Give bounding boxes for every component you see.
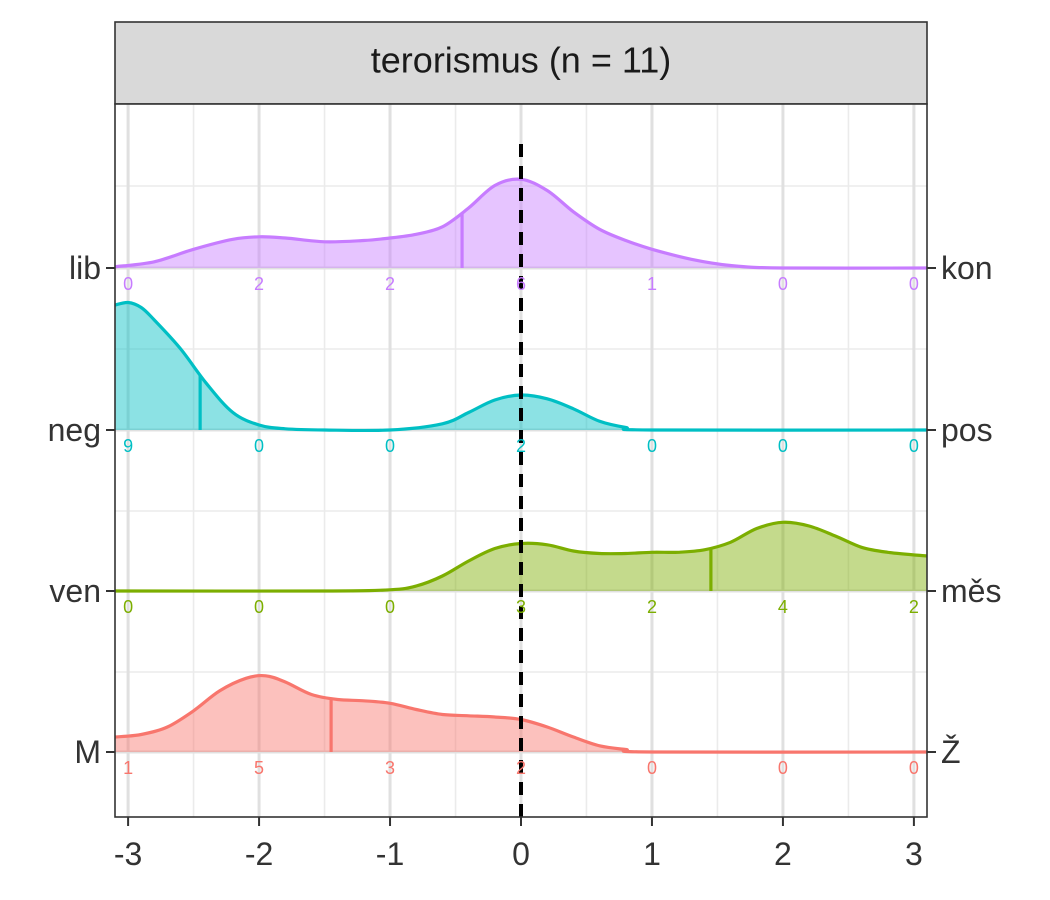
count-label: 2 (385, 274, 395, 294)
x-tick-label: -3 (114, 836, 142, 872)
count-label: 2 (647, 597, 657, 617)
facet-strip: terorismus (n = 11) (114, 21, 928, 105)
count-labels: 1 5 3 2 0 0 00 0 0 3 2 4 29 0 0 2 0 0 00 2 2 6 1 0 0 (123, 274, 919, 778)
y-label-left: M (74, 734, 101, 770)
count-label: 5 (254, 758, 264, 778)
x-tick-label: 1 (643, 836, 661, 872)
count-label: 0 (254, 597, 264, 617)
density-line-neg (114, 300, 928, 433)
count-label: 2 (909, 597, 919, 617)
count-label: 1 (123, 758, 133, 778)
count-label: 0 (909, 436, 919, 456)
count-label: 3 (385, 758, 395, 778)
count-label: 6 (516, 274, 526, 294)
count-label: 0 (647, 758, 657, 778)
density-line-ven (114, 520, 928, 593)
count-label: 0 (254, 436, 264, 456)
count-label: 0 (909, 274, 919, 294)
axes: -3 -2 -1 0 1 2 3 lib kon neg pos ven měs M Ž (48, 250, 1002, 872)
count-label: 0 (778, 436, 788, 456)
x-tick-label: -1 (376, 836, 404, 872)
count-label: 2 (516, 758, 526, 778)
facet-title: terorismus (n = 11) (371, 40, 671, 81)
count-label: 3 (516, 597, 526, 617)
count-label: 9 (123, 436, 133, 456)
density-area-neg (115, 302, 927, 431)
count-label: 0 (778, 758, 788, 778)
density-area-lib (115, 179, 927, 269)
count-label: 0 (123, 274, 133, 294)
count-label: 1 (647, 274, 657, 294)
density-line-lib (114, 177, 928, 270)
x-tick-label: 2 (774, 836, 792, 872)
count-label: 2 (516, 436, 526, 456)
count-label: 0 (123, 597, 133, 617)
x-tick-label: -2 (245, 836, 273, 872)
count-label: 0 (909, 758, 919, 778)
y-label-left: ven (49, 573, 101, 609)
facet-strip-background (114, 21, 928, 105)
y-label-right: měs (941, 573, 1001, 609)
density-area-M (115, 675, 927, 753)
y-label-right: Ž (941, 734, 961, 770)
x-tick-label: 0 (512, 836, 530, 872)
count-label: 0 (385, 597, 395, 617)
y-label-left: lib (69, 250, 101, 286)
y-label-right: pos (941, 412, 993, 448)
count-label: 0 (778, 274, 788, 294)
count-label: 0 (385, 436, 395, 456)
density-area-ven (115, 522, 927, 592)
count-label: 4 (778, 597, 788, 617)
y-label-right: kon (941, 250, 993, 286)
count-label: 2 (254, 274, 264, 294)
x-tick-label: 3 (905, 836, 923, 872)
density-line-M (114, 673, 928, 754)
ridges (114, 177, 928, 754)
y-label-left: neg (48, 412, 101, 448)
count-label: 0 (647, 436, 657, 456)
